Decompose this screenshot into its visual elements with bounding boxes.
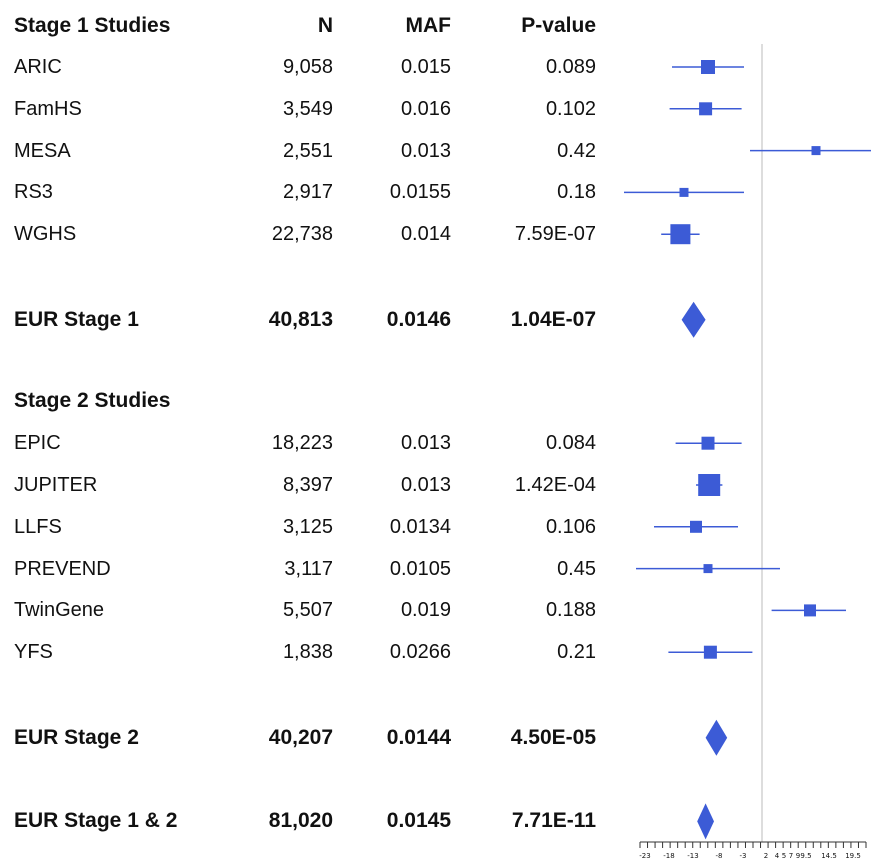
x-axis-tick-label: -23	[639, 852, 650, 860]
row-n: 81,020	[268, 809, 333, 833]
x-axis-tick-label: 14.5	[821, 852, 837, 860]
study-marker	[701, 60, 715, 74]
x-axis-tick-label: 9	[796, 852, 800, 860]
row-study-name: PREVEND	[14, 557, 111, 580]
row-n: 8,397	[282, 474, 333, 496]
row-maf: 0.0144	[386, 725, 451, 749]
row-study-name: EPIC	[14, 432, 61, 455]
summary-diamond	[697, 803, 714, 840]
row-maf: 0.013	[400, 474, 451, 496]
row-study-name: EUR Stage 1 & 2	[14, 809, 178, 833]
study-marker	[703, 564, 713, 574]
row-pvalue: 0.089	[545, 56, 596, 78]
row-n: 3,549	[282, 97, 333, 120]
row-study-name: RS3	[14, 181, 53, 204]
summary-diamond	[705, 719, 728, 756]
row-maf: 0.0134	[389, 515, 451, 538]
row-maf: 0.016	[400, 97, 451, 120]
study-marker	[703, 645, 717, 659]
study-marker	[699, 102, 713, 116]
header-study: Stage 1 Studies	[14, 14, 171, 37]
row-study-name: TwinGene	[14, 599, 105, 622]
row-n: 40,813	[268, 307, 333, 331]
study-marker	[679, 187, 689, 197]
row-n: 2,917	[282, 181, 333, 204]
study-marker	[690, 520, 702, 533]
row-pvalue: 4.50E-05	[510, 725, 596, 749]
summary-diamond	[681, 301, 706, 338]
row-n: 1,838	[282, 641, 333, 664]
row-maf: 0.0155	[389, 181, 451, 204]
row-study-name: FamHS	[14, 97, 82, 120]
row-study-name: WGHS	[14, 223, 77, 246]
header-n: N	[317, 14, 333, 37]
row-study-name: ARIC	[14, 56, 62, 78]
x-axis-tick-label: -18	[663, 852, 674, 860]
row-maf: 0.015	[400, 56, 451, 78]
row-maf: 0.013	[400, 432, 451, 455]
study-marker	[804, 604, 816, 617]
header-pvalue: P-value	[521, 14, 596, 37]
x-axis-tick-label: 19.5	[845, 852, 861, 860]
x-axis-tick-label: -3	[740, 852, 747, 860]
row-maf: 0.013	[400, 139, 451, 162]
row-maf: 0.0145	[386, 809, 451, 833]
row-n: 9,058	[282, 56, 333, 78]
x-axis-tick-label: 9.5	[800, 852, 811, 860]
row-pvalue: 0.106	[545, 515, 596, 538]
row-n: 3,117	[284, 557, 333, 580]
row-maf: 0.0266	[389, 641, 451, 664]
row-maf: 0.019	[400, 599, 451, 622]
row-study-name: Stage 2 Studies	[14, 389, 171, 413]
row-pvalue: 0.42	[557, 139, 596, 162]
row-study-name: EUR Stage 1	[14, 307, 139, 331]
x-axis-tick-label: 2	[764, 852, 768, 860]
row-pvalue: 1.42E-04	[514, 474, 596, 496]
row-maf: 0.0105	[389, 557, 451, 580]
row-study-name: EUR Stage 2	[14, 725, 139, 749]
x-axis-tick-label: 7	[789, 852, 793, 860]
row-pvalue: 0.18	[557, 181, 596, 204]
row-pvalue: 1.04E-07	[510, 307, 596, 331]
study-marker	[811, 146, 821, 156]
row-pvalue: 0.45	[557, 557, 596, 580]
row-study-name: YFS	[14, 641, 53, 664]
row-study-name: LLFS	[14, 515, 62, 538]
row-maf: 0.0146	[386, 307, 451, 331]
row-study-name: MESA	[14, 139, 71, 162]
row-n: 40,207	[268, 725, 333, 749]
row-pvalue: 0.188	[545, 599, 596, 622]
x-axis-tick-label: 5	[782, 852, 786, 860]
row-pvalue: 7.59E-07	[514, 223, 596, 246]
study-marker	[701, 436, 715, 450]
row-study-name: JUPITER	[14, 474, 98, 496]
row-pvalue: 0.102	[545, 97, 596, 120]
row-n: 3,125	[282, 515, 333, 538]
row-maf: 0.014	[400, 223, 451, 246]
x-axis-tick-label: 4	[775, 852, 780, 860]
row-pvalue: 0.21	[557, 641, 596, 664]
row-n: 18,223	[271, 432, 333, 455]
study-marker	[698, 474, 721, 496]
x-axis-tick-label: -8	[716, 852, 723, 860]
x-axis-tick-label: -13	[687, 852, 698, 860]
row-pvalue: 7.71E-11	[511, 809, 596, 833]
header-maf: MAF	[405, 14, 452, 37]
row-n: 22,738	[271, 223, 333, 246]
row-n: 2,551	[282, 139, 333, 162]
row-pvalue: 0.084	[545, 432, 596, 455]
row-n: 5,507	[282, 599, 333, 622]
study-marker	[670, 224, 691, 245]
